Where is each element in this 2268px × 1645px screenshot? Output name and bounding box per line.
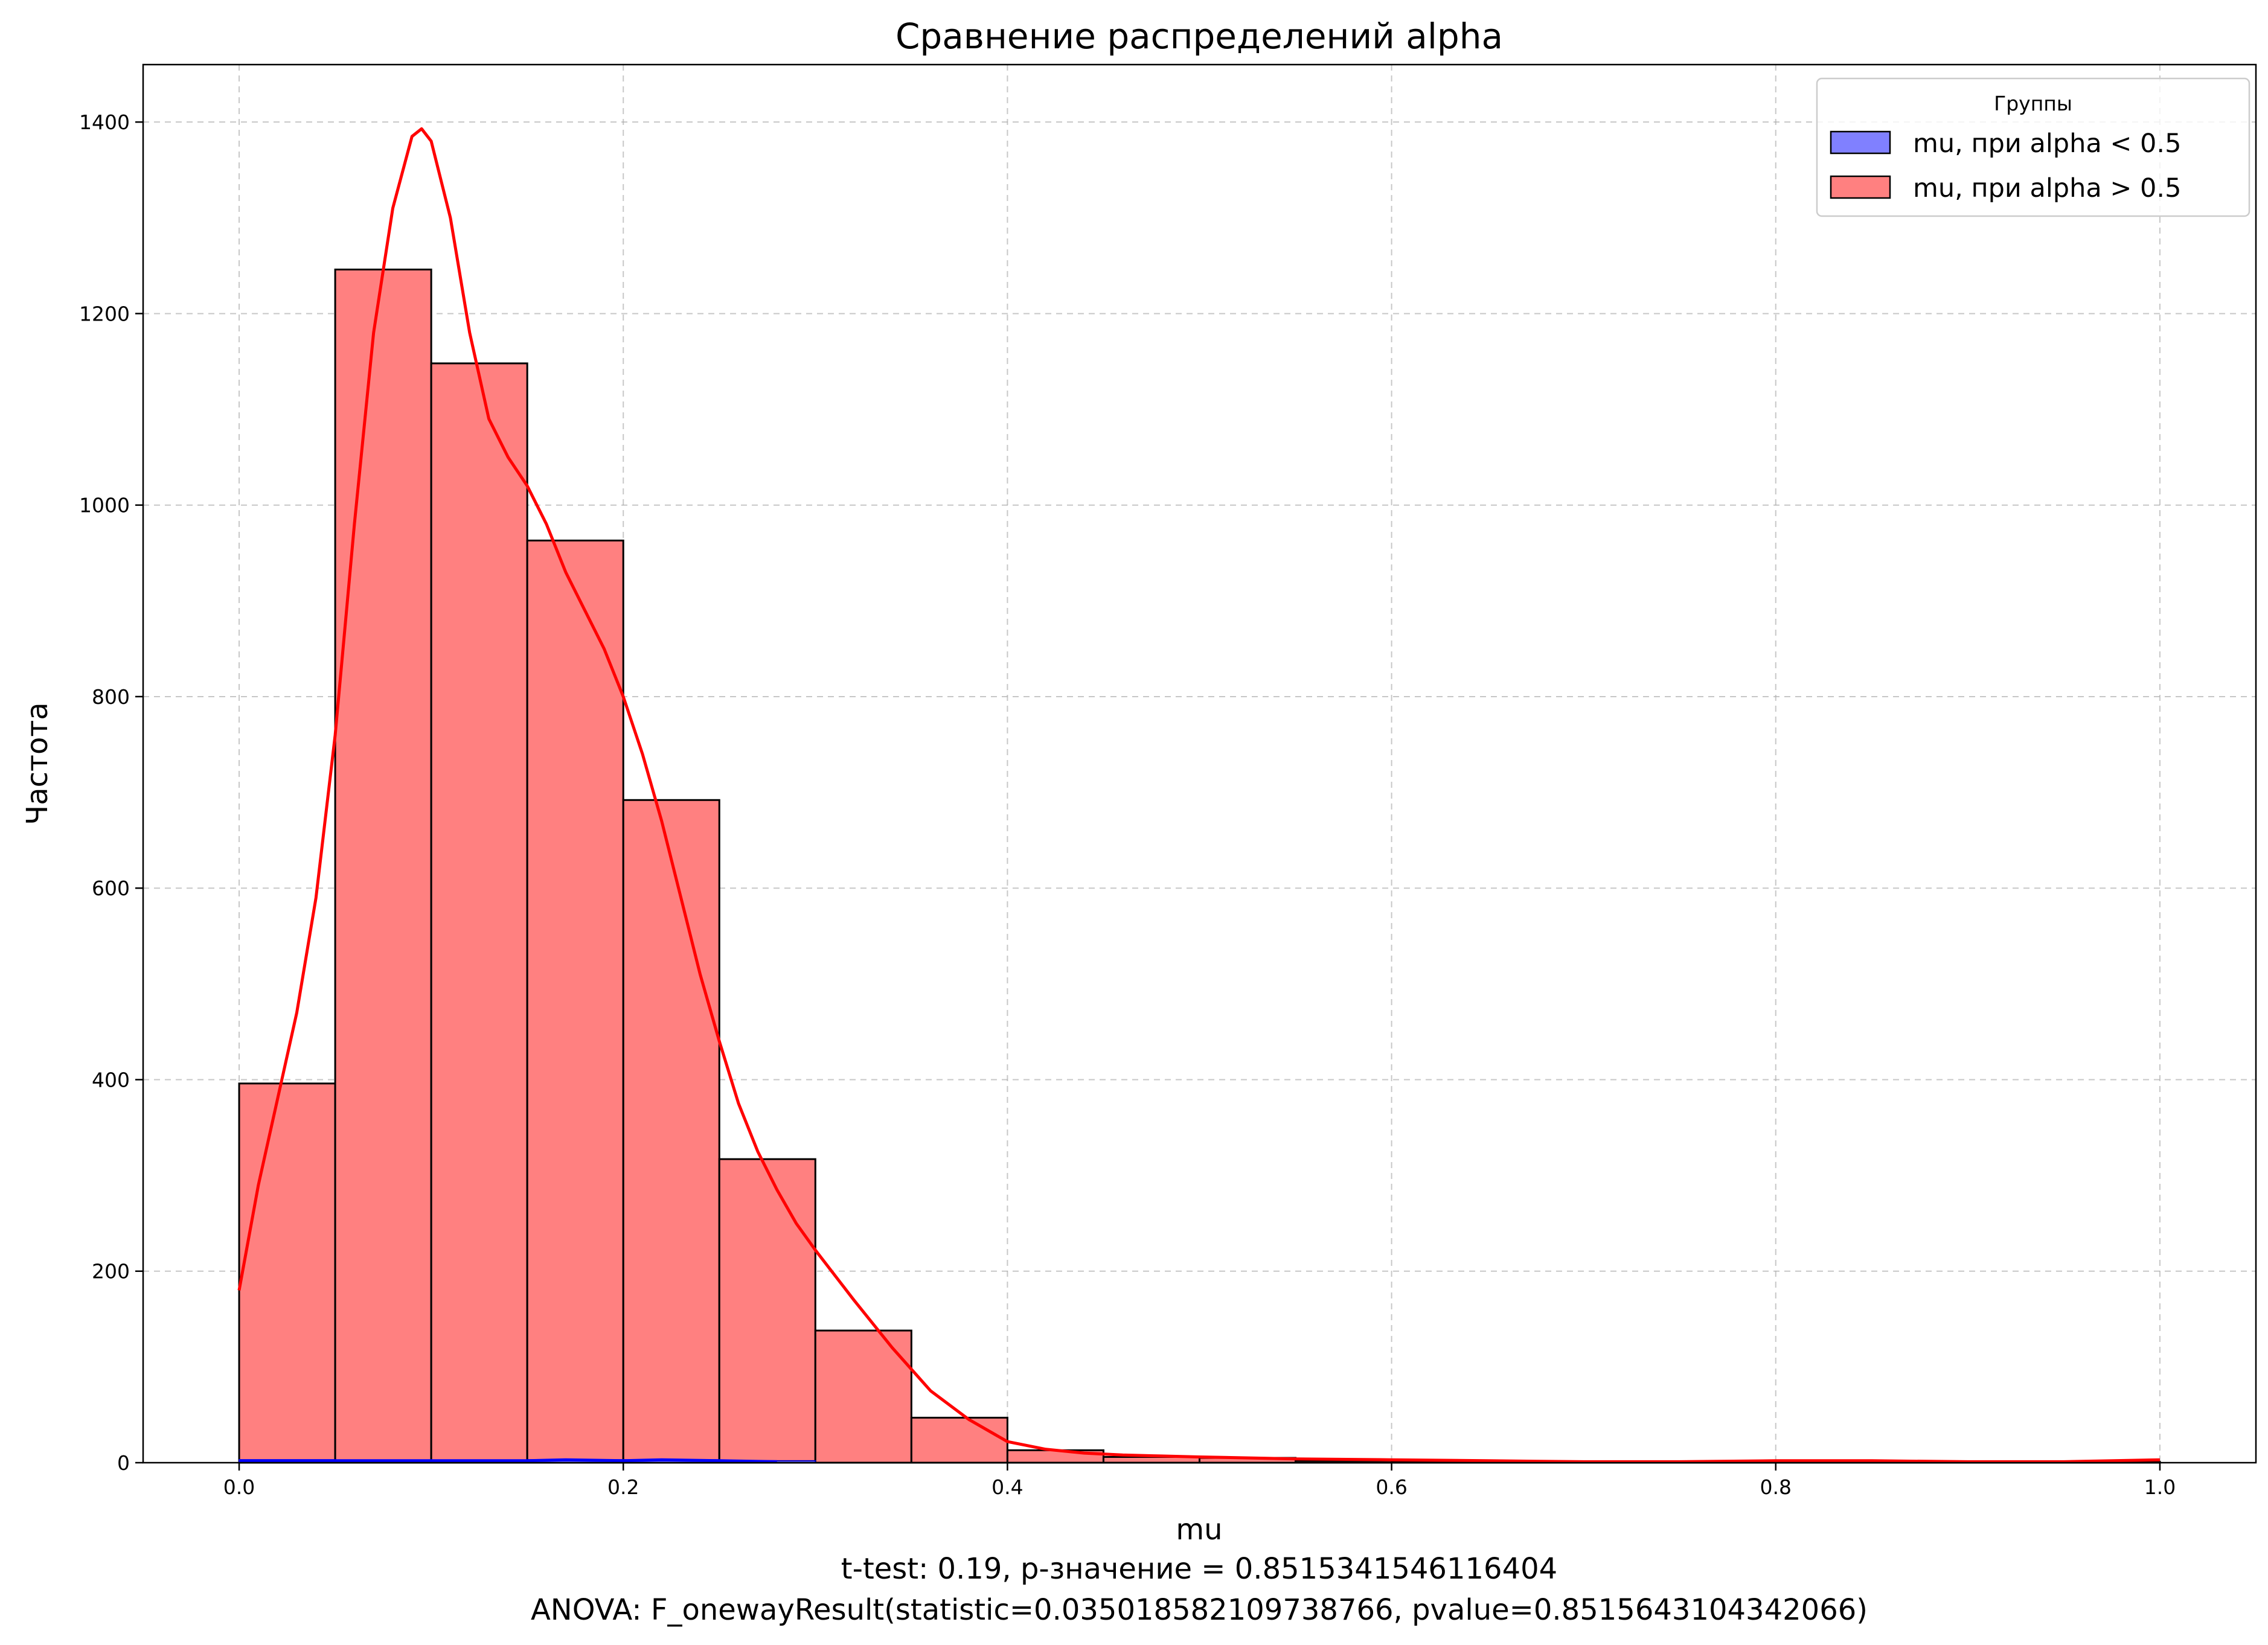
- y-tick-label-0: 0: [117, 1451, 130, 1475]
- y-tick-label-3: 600: [92, 877, 130, 900]
- bar-gt-0: [238, 1082, 336, 1464]
- legend-title: Группы: [1994, 92, 2072, 115]
- x-tick-label-2: 0.4: [991, 1475, 1023, 1499]
- y-tick-label-7: 1400: [79, 110, 130, 134]
- y-tick-label-6: 1200: [79, 302, 130, 325]
- x-axis-label: mu: [1176, 1513, 1222, 1547]
- x-tick-label-0: 0.0: [223, 1475, 255, 1499]
- bars-alpha-gt-05: [238, 268, 2161, 1464]
- y-tick-label-4: 800: [92, 685, 130, 709]
- y-axis-ticks: 0 200 400 600 800 1000 1200 1400: [79, 110, 143, 1475]
- anova-annotation: ANOVA: F_onewayResult(statistic=0.035018…: [531, 1593, 1868, 1627]
- x-tick-label-4: 0.8: [1760, 1475, 1792, 1499]
- legend-label-gt: mu, при alpha > 0.5: [1913, 173, 2181, 203]
- bar-gt-2: [430, 362, 528, 1464]
- bar-gt-1: [334, 268, 432, 1464]
- x-tick-label-3: 0.6: [1376, 1475, 1407, 1499]
- y-tick-label-5: 1000: [79, 494, 130, 517]
- t-test-annotation: t-test: 0.19, p-значение = 0.85153415461…: [841, 1552, 1557, 1586]
- legend-swatch-blue: [1830, 130, 1891, 155]
- bar-gt-6: [814, 1329, 912, 1464]
- bar-gt-3: [526, 539, 624, 1464]
- legend: Группы mu, при alpha < 0.5 mu, при alpha…: [1816, 77, 2250, 217]
- bar-gt-5: [718, 1158, 816, 1464]
- bar-gt-7: [910, 1416, 1008, 1464]
- x-tick-label-1: 0.2: [607, 1475, 639, 1499]
- x-tick-label-5: 1.0: [2144, 1475, 2176, 1499]
- legend-label-lt: mu, при alpha < 0.5: [1913, 129, 2181, 159]
- kde-line-gt: [237, 127, 2161, 1463]
- y-tick-label-2: 400: [92, 1068, 130, 1091]
- kde-curves: [237, 127, 2161, 1463]
- y-axis-label: Частота: [21, 702, 54, 825]
- legend-swatch-red: [1830, 175, 1891, 199]
- x-axis-ticks: 0.0 0.2 0.4 0.6 0.8 1.0: [223, 1463, 2176, 1499]
- y-tick-label-1: 200: [92, 1260, 130, 1283]
- legend-box: [1816, 77, 2250, 217]
- bar-gt-4: [622, 799, 720, 1464]
- chart-title: Сравнение распределений alpha: [895, 16, 1503, 57]
- plot-frame: [142, 63, 2257, 1464]
- kde-line-lt: [239, 1458, 777, 1463]
